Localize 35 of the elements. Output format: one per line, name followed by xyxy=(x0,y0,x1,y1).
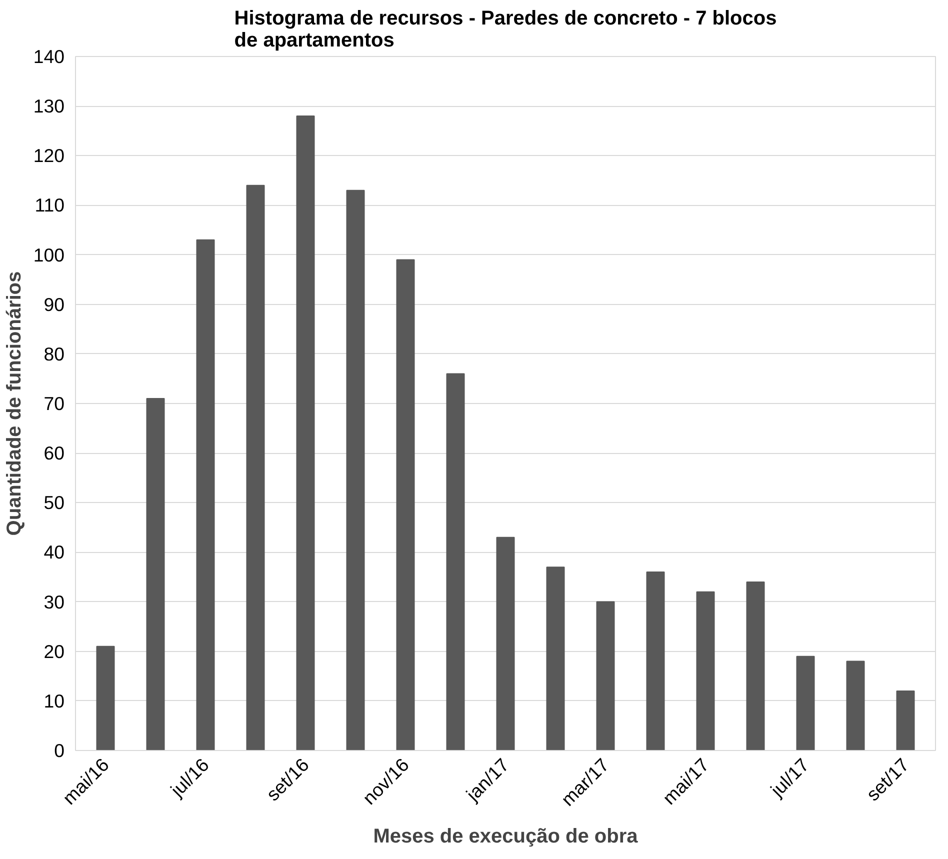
y-tick-label: 120 xyxy=(33,145,65,166)
bar xyxy=(546,566,565,750)
y-tick-label: 40 xyxy=(44,542,65,563)
x-axis-title: Meses de execução de obra xyxy=(373,825,639,848)
y-tick-label: 60 xyxy=(44,442,65,464)
y-tick-label: 10 xyxy=(44,690,65,712)
bar xyxy=(246,184,265,750)
y-tick-label: 20 xyxy=(44,640,65,662)
y-tick-label: 130 xyxy=(33,96,65,117)
chart-title: Histograma de recursos - Paredes de concreto - 7 blocos de apartamentos xyxy=(234,8,777,52)
bar xyxy=(846,660,865,750)
y-tick-label: 140 xyxy=(33,46,65,67)
y-tick-label: 70 xyxy=(44,393,65,414)
bar xyxy=(446,373,465,750)
bar xyxy=(96,646,115,750)
bar xyxy=(146,398,165,750)
y-tick-label: 80 xyxy=(44,343,65,364)
bar xyxy=(396,259,415,750)
y-tick-label: 90 xyxy=(44,294,65,315)
y-tick-label: 100 xyxy=(33,244,65,266)
bar xyxy=(496,536,515,750)
bar xyxy=(296,115,315,750)
bar xyxy=(346,190,365,750)
y-tick-label: 50 xyxy=(44,492,65,514)
bar xyxy=(896,690,915,750)
bar xyxy=(696,591,715,750)
bar xyxy=(646,572,665,750)
y-axis-title: Quantidade de funcionários xyxy=(3,271,26,536)
bar xyxy=(196,239,215,750)
bar xyxy=(796,656,815,750)
bar xyxy=(596,601,615,750)
bar xyxy=(746,581,765,750)
y-tick-label: 110 xyxy=(34,194,65,216)
y-tick-label: 30 xyxy=(44,591,65,612)
y-tick-label: 0 xyxy=(54,740,65,761)
